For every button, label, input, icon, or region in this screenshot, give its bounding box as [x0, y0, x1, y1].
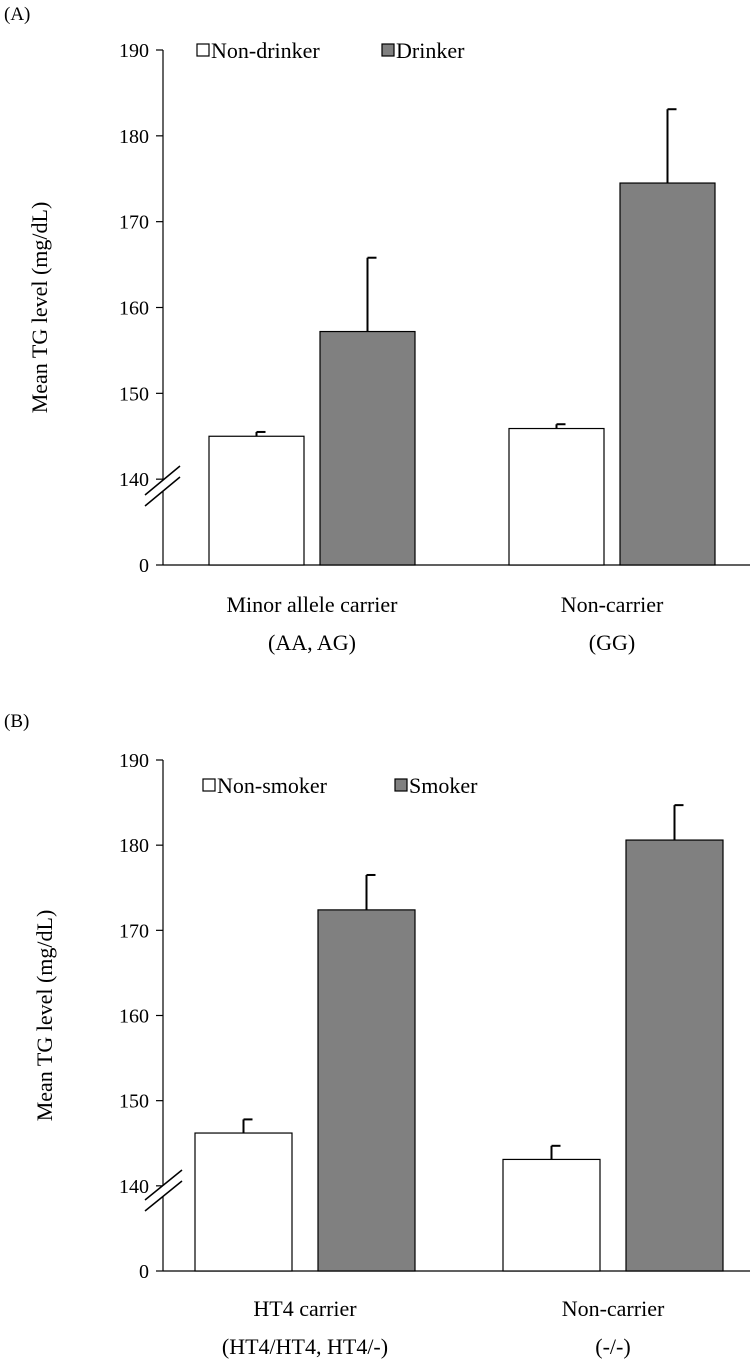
y-tick-label: 190 — [119, 750, 149, 772]
panel-label: (A) — [4, 4, 30, 25]
x-category-label: Minor allele carrier — [226, 592, 398, 617]
legend-label: Smoker — [409, 773, 478, 798]
y-tick-label: 170 — [119, 920, 149, 942]
y-tick-label: 140 — [119, 1176, 149, 1198]
y-tick-label: 160 — [119, 298, 149, 320]
y-axis-label: Mean TG level (mg/dL) — [32, 910, 57, 1122]
axis-break-gap — [145, 1170, 182, 1211]
axis-break-gap — [145, 466, 180, 506]
y-tick-label: 160 — [119, 1006, 149, 1028]
bar-non-smoker — [502, 1158, 601, 1272]
axis-break-mark — [144, 1180, 183, 1212]
legend-swatch — [381, 43, 395, 57]
axis-break-mark — [144, 1169, 183, 1201]
axis-break-mark — [144, 465, 181, 496]
bar-drinker — [319, 330, 416, 566]
legend-swatch — [202, 778, 216, 792]
y-tick-label: 140 — [119, 469, 149, 491]
legend-swatch — [196, 43, 210, 57]
legend-label: Non-drinker — [211, 38, 320, 63]
y-tick-label: 190 — [119, 40, 149, 62]
x-category-sublabel: (AA, AG) — [268, 630, 356, 655]
x-category-sublabel: (-/-) — [595, 1334, 630, 1359]
x-category-label: Non-carrier — [562, 1296, 665, 1321]
y-tick-label: 150 — [119, 1091, 149, 1113]
bar-non-drinker — [508, 427, 605, 566]
y-tick-label: 0 — [139, 555, 149, 577]
axis-break-mark — [144, 476, 181, 507]
legend-swatch — [394, 778, 408, 792]
bar-smoker — [317, 909, 416, 1272]
bar-smoker — [625, 839, 724, 1272]
panel-label: (B) — [4, 711, 29, 732]
bar-drinker — [619, 182, 716, 566]
y-tick-label: 0 — [139, 1261, 149, 1283]
y-axis-label: Mean TG level (mg/dL) — [27, 202, 52, 414]
y-tick-label: 170 — [119, 212, 149, 234]
y-tick-label: 150 — [119, 383, 149, 405]
x-category-sublabel: (GG) — [589, 630, 635, 655]
legend-label: Drinker — [396, 38, 465, 63]
y-tick-label: 180 — [119, 835, 149, 857]
bar-non-drinker — [208, 435, 305, 566]
x-category-label: Non-carrier — [561, 592, 664, 617]
x-category-label: HT4 carrier — [253, 1296, 357, 1321]
legend-label: Non-smoker — [217, 773, 328, 798]
x-category-sublabel: (HT4/HT4, HT4/-) — [222, 1334, 388, 1359]
y-tick-label: 180 — [119, 126, 149, 148]
bar-non-smoker — [194, 1132, 293, 1272]
